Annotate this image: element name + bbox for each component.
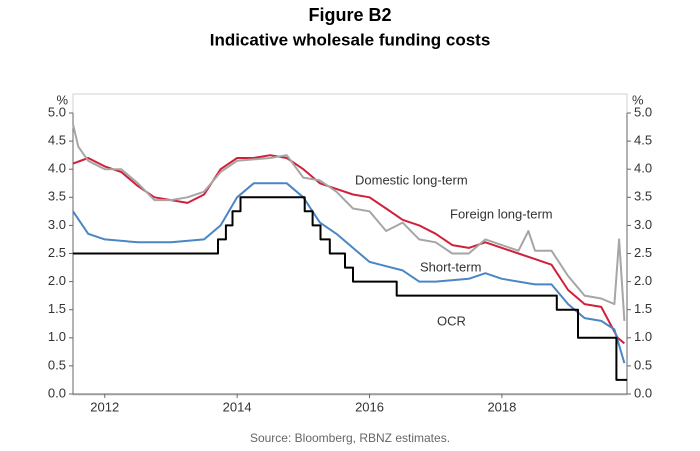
source-note: Source: Bloomberg, RBNZ estimates. — [250, 431, 450, 445]
chart-title: Figure B2 — [308, 5, 391, 25]
series-line — [73, 196, 627, 381]
series-label: Foreign long-term — [450, 206, 553, 221]
y-tick-label: 1.0 — [48, 329, 66, 344]
y-tick-label: 0.5 — [634, 357, 652, 372]
series-line — [72, 123, 626, 321]
y-tick-label: 3.0 — [634, 217, 652, 232]
y-tick-label: 1.5 — [48, 301, 66, 316]
x-tick-label: 2014 — [223, 399, 252, 414]
y-unit: % — [56, 92, 68, 107]
y-tick-label: 0.5 — [48, 357, 66, 372]
x-tick-label: 2016 — [355, 399, 384, 414]
y-tick-label: 5.0 — [48, 104, 66, 119]
series-label: Short-term — [420, 259, 481, 274]
y-tick-label: 2.5 — [634, 245, 652, 260]
y-tick-label: 1.5 — [634, 301, 652, 316]
y-tick-label: 2.0 — [48, 273, 66, 288]
y-tick-label: 5.0 — [634, 104, 652, 119]
y-tick-label: 4.0 — [48, 161, 66, 176]
y-tick-label: 4.5 — [634, 133, 652, 148]
y-tick-label: 2.5 — [48, 245, 66, 260]
y-tick-label: 4.0 — [634, 161, 652, 176]
y-tick-label: 0.0 — [634, 385, 652, 400]
y-tick-label: 3.0 — [48, 217, 66, 232]
y-tick-label: 0.0 — [48, 385, 66, 400]
x-tick-label: 2018 — [487, 399, 516, 414]
y2-unit: % — [632, 92, 644, 107]
series-label: OCR — [437, 313, 466, 328]
chart-subtitle: Indicative wholesale funding costs — [210, 30, 491, 49]
y-tick-label: 1.0 — [634, 329, 652, 344]
series-label: Domestic long-term — [355, 172, 468, 187]
y-tick-label: 3.5 — [48, 189, 66, 204]
series-line — [72, 182, 626, 364]
x-tick-label: 2012 — [90, 399, 119, 414]
y-tick-label: 3.5 — [634, 189, 652, 204]
y-tick-label: 2.0 — [634, 273, 652, 288]
y-tick-label: 4.5 — [48, 133, 66, 148]
series-line — [72, 154, 626, 345]
